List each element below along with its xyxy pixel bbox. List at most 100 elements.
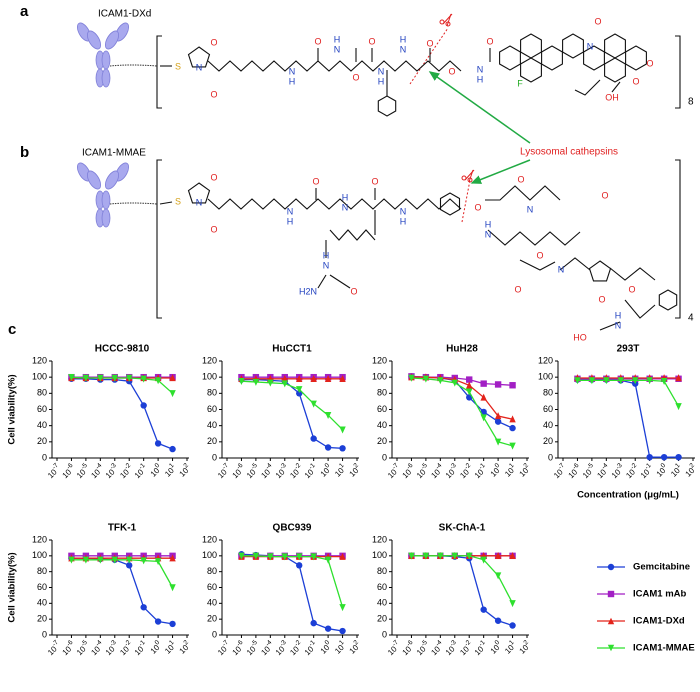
- x-tick-label: 10-1: [131, 639, 149, 657]
- ring: [187, 46, 211, 68]
- marker: [494, 418, 502, 425]
- x-tick-label: 10-4: [428, 462, 446, 480]
- series-line: [411, 555, 513, 627]
- legend-marker: [607, 617, 615, 625]
- x-tick-label: 10-5: [74, 639, 92, 657]
- marker: [154, 558, 162, 566]
- x-tick-label: 10-3: [443, 639, 461, 657]
- legend-label: ICAM1-MMAE: [633, 643, 695, 654]
- marker: [466, 381, 473, 389]
- atom-label: N: [615, 320, 622, 330]
- marker: [267, 379, 274, 387]
- marker: [169, 390, 176, 398]
- x-tick-label: 10-7: [385, 462, 403, 480]
- marker: [126, 374, 133, 382]
- marker: [437, 377, 444, 385]
- y-tick-label: 0: [42, 452, 47, 462]
- atom-label: O: [210, 172, 217, 182]
- marker: [660, 453, 668, 461]
- atom-label: N: [400, 44, 407, 54]
- bond: [329, 274, 351, 289]
- x-tick-label: 102: [176, 462, 193, 479]
- y-tick-label: 0: [382, 629, 387, 639]
- y-tick-label: 0: [42, 629, 47, 639]
- atom-label: O: [352, 72, 359, 82]
- atom-label: N: [196, 62, 203, 72]
- marker: [169, 620, 176, 628]
- marker: [238, 552, 245, 560]
- marker: [509, 552, 516, 560]
- y-tick-label: 100: [202, 372, 217, 382]
- marker: [437, 552, 444, 560]
- atom-label: N: [334, 44, 341, 54]
- marker: [310, 400, 317, 408]
- atom-label: O: [594, 16, 601, 26]
- y-tick-label: 60: [543, 404, 553, 414]
- marker: [281, 553, 288, 561]
- y-tick-label: 40: [207, 420, 217, 430]
- y-axis-label: Cell viability(%): [7, 374, 18, 444]
- atom-label: O: [646, 58, 653, 68]
- marker: [509, 600, 516, 608]
- marker: [310, 435, 317, 442]
- marker: [296, 553, 303, 561]
- legend-marker: [607, 590, 615, 598]
- x-tick-label: 102: [346, 639, 363, 656]
- y-tick-label: 120: [202, 534, 217, 544]
- compound-name: ICAM1-DXd: [98, 9, 151, 20]
- marker: [339, 374, 346, 382]
- marker: [451, 552, 458, 560]
- x-tick-label: 10-5: [74, 462, 92, 480]
- y-axis-label: Cell viability(%): [7, 552, 18, 622]
- marker: [339, 445, 346, 452]
- y-tick-label: 80: [543, 388, 553, 398]
- legend-label: ICAM1 mAb: [633, 589, 687, 600]
- x-tick-label: 10-7: [215, 639, 233, 657]
- x-tick-label: 10-4: [594, 462, 612, 480]
- atom-label: N: [558, 264, 565, 274]
- atom-label: N: [287, 206, 294, 216]
- marker: [660, 378, 668, 386]
- y-tick-label: 20: [377, 436, 387, 446]
- atom-label: O: [426, 38, 433, 48]
- y-tick-label: 100: [538, 372, 553, 382]
- marker: [310, 374, 317, 382]
- legend-label: ICAM1-DXd: [633, 616, 685, 627]
- bracket: [675, 159, 681, 319]
- x-tick-label: 102: [346, 462, 363, 479]
- x-tick-label: 100: [317, 639, 334, 656]
- atom-label: O: [628, 284, 635, 294]
- y-tick-label: 0: [212, 452, 217, 462]
- x-tick-label: 10-2: [287, 639, 305, 657]
- panel-label: a: [20, 3, 29, 20]
- ring: [499, 45, 521, 71]
- atom-label: O: [514, 284, 521, 294]
- atom-label: O: [371, 176, 378, 186]
- atom-label: O: [210, 89, 217, 99]
- series-line: [241, 553, 343, 632]
- x-tick-label: 10-5: [244, 639, 262, 657]
- x-tick-label: 10-4: [428, 639, 446, 657]
- x-tick-label: 10-2: [287, 462, 305, 480]
- bracket: [156, 35, 162, 109]
- x-tick-label: 10-6: [229, 462, 247, 480]
- atom-label: O: [598, 294, 605, 304]
- y-tick-label: 80: [37, 388, 47, 398]
- atom-label: N: [400, 206, 407, 216]
- chain: [609, 267, 656, 281]
- x-tick-label: 100: [147, 639, 164, 656]
- atom-label: S: [175, 196, 181, 206]
- marker: [310, 619, 317, 627]
- y-tick-label: 20: [37, 436, 47, 446]
- ring: [562, 33, 584, 59]
- x-tick-label: 10-3: [103, 462, 121, 480]
- x-tick-label: 10-1: [471, 639, 489, 657]
- marker: [675, 403, 682, 411]
- marker: [675, 374, 682, 382]
- x-tick-label: 102: [516, 462, 533, 479]
- annotation: Lysosomal cathepsins: [520, 147, 618, 158]
- x-tick-label: 100: [487, 639, 504, 656]
- y-tick-label: 120: [538, 355, 553, 365]
- y-tick-label: 60: [37, 582, 47, 592]
- marker: [632, 377, 639, 385]
